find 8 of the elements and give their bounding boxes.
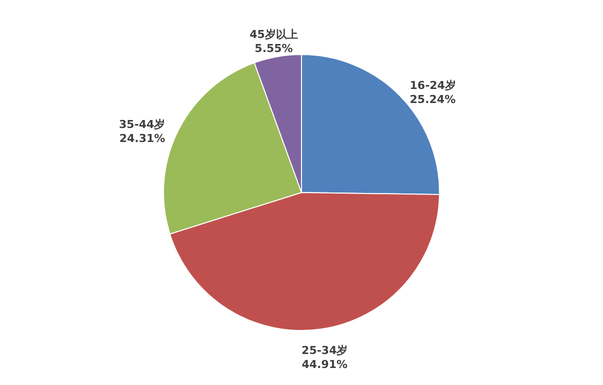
data-label: 5.55% bbox=[254, 42, 293, 55]
data-label: 44.91% bbox=[302, 358, 348, 371]
data-label: 25.24% bbox=[410, 92, 456, 106]
slice-label: 35-44岁 bbox=[119, 118, 166, 132]
data-label: 24.31% bbox=[119, 132, 166, 146]
slice-label: 45岁以上 bbox=[250, 28, 298, 41]
slice-label: 16-24岁 bbox=[410, 78, 456, 92]
slice-label: 25-34岁 bbox=[302, 344, 348, 357]
